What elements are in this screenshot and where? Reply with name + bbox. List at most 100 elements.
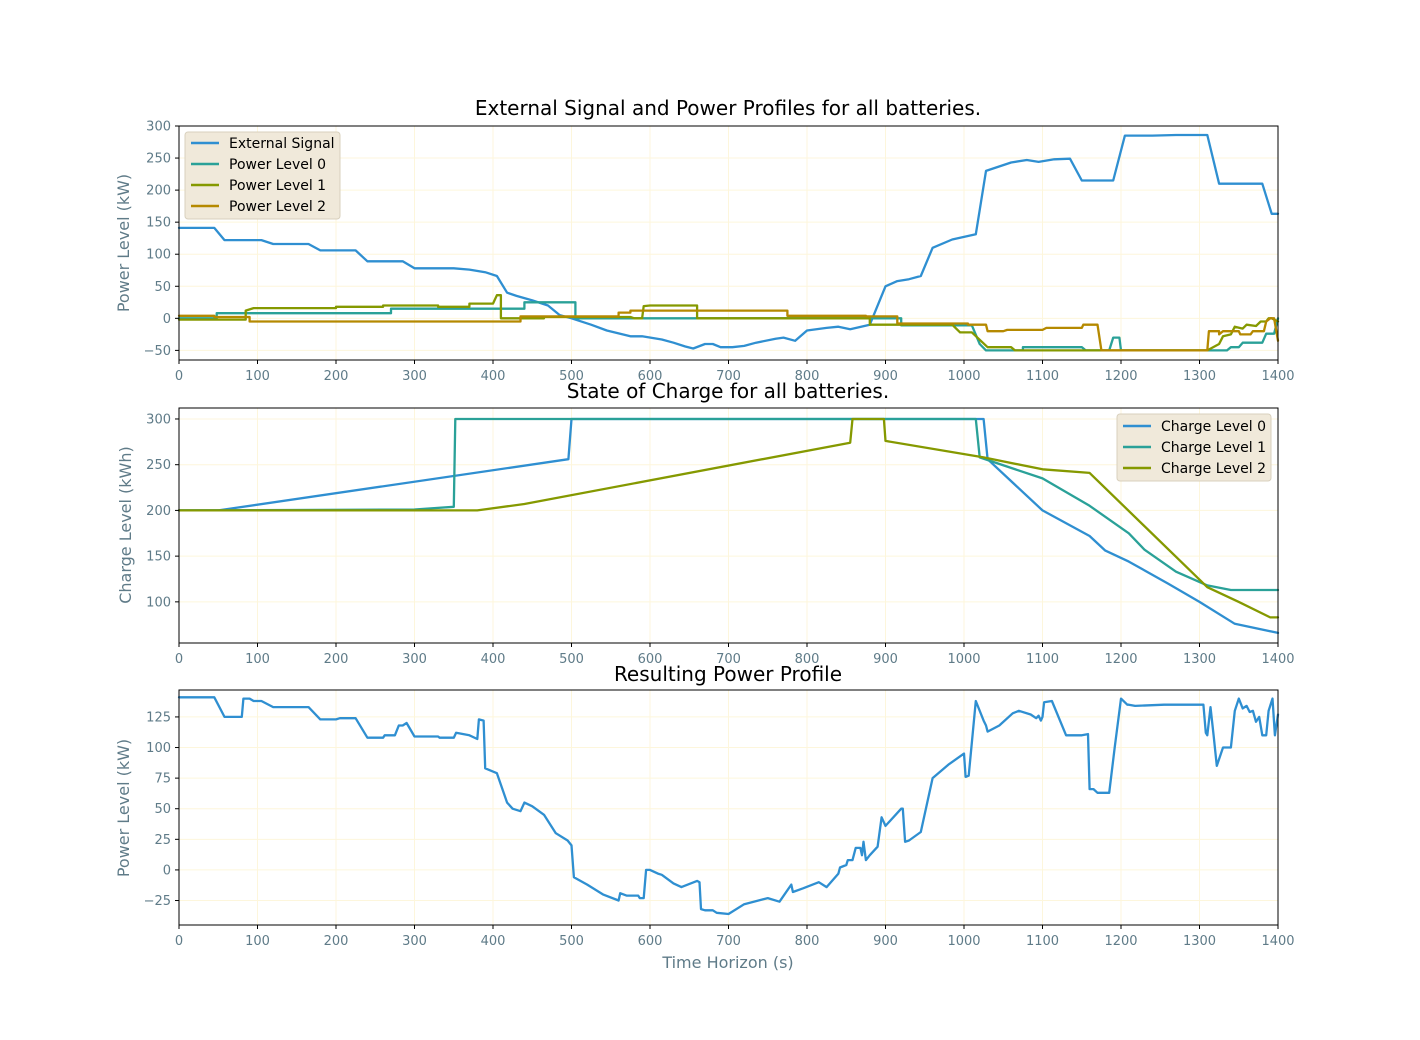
series-line-power-level-2 xyxy=(177,309,1280,352)
x-axis-label: Time Horizon (s) xyxy=(661,953,793,972)
legend-entry-label: Charge Level 0 xyxy=(1161,419,1266,435)
y-axis-label: Power Level (kW) xyxy=(114,739,133,877)
x-tick-label: 800 xyxy=(795,369,820,384)
x-tick-label: 1000 xyxy=(947,934,980,949)
x-tick-label: 1100 xyxy=(1026,934,1059,949)
x-tick-label: 800 xyxy=(795,934,820,949)
chart-title: State of Charge for all batteries. xyxy=(567,379,889,403)
legend-entry-label: Power Level 1 xyxy=(229,178,326,194)
y-tick-label: −50 xyxy=(144,344,171,359)
x-tick-label: 1200 xyxy=(1104,369,1137,384)
chart-panel-resulting-power: 0 100 200 300 400 500 600 700 800 900 1000 1100 1200… xyxy=(114,662,1295,972)
x-tick-label: 600 xyxy=(638,652,663,667)
y-axis-label: Power Level (kW) xyxy=(114,174,133,312)
y-tick-label: 250 xyxy=(146,458,171,473)
x-tick-label: 700 xyxy=(716,369,741,384)
x-tick-label: 1300 xyxy=(1183,934,1216,949)
x-axis-ticks: 0 100 200 300 400 500 600 700 800 900 1000 1100 1200… xyxy=(175,360,1295,384)
plot-lines xyxy=(177,133,1280,352)
series-line-0 xyxy=(177,696,1280,916)
x-tick-label: 500 xyxy=(559,934,584,949)
x-tick-label: 0 xyxy=(175,652,183,667)
x-tick-label: 1300 xyxy=(1183,369,1216,384)
chart-panel-state-of-charge: 0 100 200 300 400 500 600 700 800 900 1000 1100 1200… xyxy=(116,379,1295,667)
x-tick-label: 100 xyxy=(245,652,270,667)
y-tick-label: 100 xyxy=(146,595,171,610)
y-tick-label: 300 xyxy=(146,120,171,135)
y-tick-label: 125 xyxy=(146,710,171,725)
x-tick-label: 900 xyxy=(873,652,898,667)
x-tick-label: 1100 xyxy=(1026,652,1059,667)
y-tick-label: 200 xyxy=(146,184,171,199)
legend: Charge Level 0 Charge Level 1 Charge Lev… xyxy=(1116,413,1272,482)
legend-entry-label: External Signal xyxy=(229,136,335,152)
legend-entry-label: Charge Level 1 xyxy=(1161,440,1266,456)
x-tick-label: 0 xyxy=(175,934,183,949)
plot-lines xyxy=(177,417,1280,635)
y-tick-label: 150 xyxy=(146,550,171,565)
series-line-charge-level-0 xyxy=(177,417,1280,635)
x-tick-label: 800 xyxy=(795,652,820,667)
series-line-power-level-1 xyxy=(177,294,1280,352)
x-tick-label: 1300 xyxy=(1183,652,1216,667)
x-tick-label: 1200 xyxy=(1104,934,1137,949)
x-tick-label: 100 xyxy=(245,934,270,949)
x-tick-label: 200 xyxy=(324,652,349,667)
y-axis-ticks: −50 0 50 100 150 200 250 300 xyxy=(144,120,179,359)
series-line-external-signal xyxy=(177,133,1280,350)
y-tick-label: 50 xyxy=(154,280,171,295)
plot-lines xyxy=(177,696,1280,916)
y-axis-ticks: 100 150 200 250 300 xyxy=(146,412,179,610)
y-tick-label: 50 xyxy=(154,802,171,817)
x-tick-label: 1400 xyxy=(1261,934,1294,949)
x-tick-label: 1000 xyxy=(947,652,980,667)
chart-panel-external-signal: 0 100 200 300 400 500 600 700 800 900 1000 1100 1200… xyxy=(114,96,1295,384)
x-tick-label: 400 xyxy=(481,934,506,949)
y-tick-label: −25 xyxy=(144,894,171,909)
y-tick-label: 0 xyxy=(163,312,171,327)
y-tick-label: 100 xyxy=(146,741,171,756)
chart-title: Resulting Power Profile xyxy=(614,662,842,686)
x-tick-label: 400 xyxy=(481,369,506,384)
y-axis-label: Charge Level (kWh) xyxy=(116,446,135,604)
x-tick-label: 1400 xyxy=(1261,369,1294,384)
x-tick-label: 700 xyxy=(716,652,741,667)
legend-box xyxy=(1116,413,1272,482)
x-tick-label: 1200 xyxy=(1104,652,1137,667)
x-tick-label: 300 xyxy=(402,652,427,667)
chart-title: External Signal and Power Profiles for a… xyxy=(475,96,981,120)
legend-box xyxy=(184,131,341,220)
x-tick-label: 600 xyxy=(638,934,663,949)
x-tick-label: 0 xyxy=(175,369,183,384)
x-tick-label: 300 xyxy=(402,934,427,949)
y-tick-label: 250 xyxy=(146,152,171,167)
x-tick-label: 900 xyxy=(873,369,898,384)
x-tick-label: 700 xyxy=(716,934,741,949)
x-tick-label: 500 xyxy=(559,369,584,384)
y-tick-label: 150 xyxy=(146,216,171,231)
x-tick-label: 1400 xyxy=(1261,652,1294,667)
y-tick-label: 0 xyxy=(163,863,171,878)
y-tick-label: 25 xyxy=(154,833,171,848)
x-tick-label: 1100 xyxy=(1026,369,1059,384)
y-axis-ticks: −25 0 25 50 75 100 125 xyxy=(144,710,179,909)
y-tick-label: 300 xyxy=(146,412,171,427)
y-tick-label: 200 xyxy=(146,504,171,519)
x-tick-label: 300 xyxy=(402,369,427,384)
x-tick-label: 200 xyxy=(324,934,349,949)
x-tick-label: 400 xyxy=(481,652,506,667)
x-axis-ticks: 0 100 200 300 400 500 600 700 800 900 1000 1100 1200… xyxy=(175,925,1295,949)
x-tick-label: 900 xyxy=(873,934,898,949)
y-tick-label: 100 xyxy=(146,248,171,263)
x-tick-label: 100 xyxy=(245,369,270,384)
y-tick-label: 75 xyxy=(154,772,171,787)
legend-entry-label: Charge Level 2 xyxy=(1161,461,1266,477)
x-tick-label: 600 xyxy=(638,369,663,384)
legend-entry-label: Power Level 2 xyxy=(229,199,326,215)
legend-entry-label: Power Level 0 xyxy=(229,157,326,173)
x-axis-ticks: 0 100 200 300 400 500 600 700 800 900 1000 1100 1200… xyxy=(175,643,1295,667)
x-tick-label: 1000 xyxy=(947,369,980,384)
series-line-charge-level-2 xyxy=(177,417,1280,619)
legend: External Signal Power Level 0 Power Leve… xyxy=(184,131,341,220)
